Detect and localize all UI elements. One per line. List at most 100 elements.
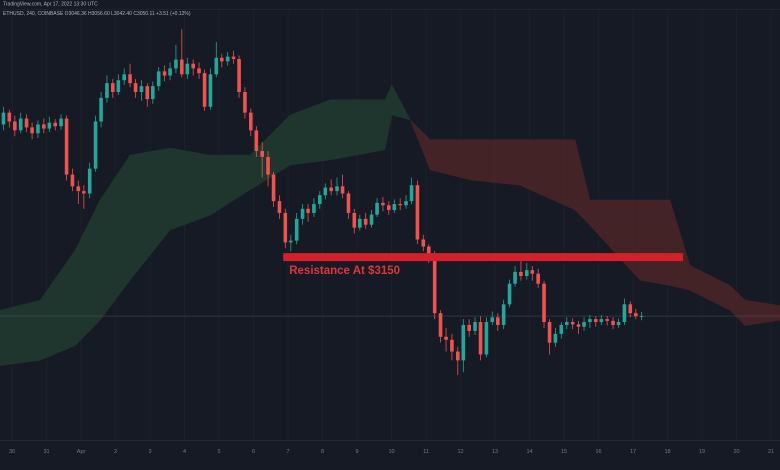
candle-body bbox=[386, 205, 391, 210]
x-tick-label: 11 bbox=[423, 449, 429, 455]
candle-body bbox=[427, 246, 431, 255]
candle-body bbox=[507, 283, 512, 305]
candle-body bbox=[565, 322, 569, 325]
candle-body bbox=[93, 121, 98, 169]
candle-body bbox=[358, 218, 362, 228]
candle-body bbox=[266, 156, 270, 175]
candle-body bbox=[122, 74, 126, 81]
candle-body bbox=[530, 270, 535, 274]
candle-body bbox=[524, 270, 529, 277]
x-tick-label: 14 bbox=[526, 449, 532, 455]
candle-body bbox=[174, 59, 178, 69]
candle-body bbox=[82, 191, 86, 194]
candle-body bbox=[438, 313, 443, 337]
candle-body bbox=[70, 174, 75, 187]
candle-body bbox=[105, 83, 109, 98]
candle-body bbox=[237, 58, 241, 93]
x-tick-label: 19 bbox=[699, 449, 705, 455]
candle-body bbox=[611, 320, 615, 325]
candle-body bbox=[570, 322, 575, 325]
candle-body bbox=[415, 185, 420, 240]
legend: ETHUSD, 240, COINBASE O3046.36 H3056.60 … bbox=[3, 11, 191, 17]
candle-body bbox=[404, 201, 408, 206]
candle-body bbox=[231, 56, 236, 59]
candle-body bbox=[582, 322, 586, 327]
candle-body bbox=[59, 118, 63, 127]
candle-body bbox=[455, 351, 460, 361]
candle-body bbox=[243, 92, 247, 113]
candle-body bbox=[553, 333, 558, 343]
candle-body bbox=[202, 73, 207, 107]
cloud-segment bbox=[639, 199, 671, 286]
x-tick-label: Apr bbox=[77, 449, 86, 455]
candle-body bbox=[547, 322, 552, 343]
candle-body bbox=[18, 118, 23, 131]
candle-body bbox=[139, 86, 144, 93]
candle-body bbox=[168, 68, 172, 76]
x-tick-label: 10 bbox=[388, 449, 394, 455]
candle-body bbox=[421, 239, 426, 247]
candle-body bbox=[369, 214, 374, 225]
x-tick-label: 31 bbox=[44, 449, 50, 455]
cloud-layer bbox=[0, 84, 780, 366]
candle-body bbox=[254, 130, 259, 151]
x-tick-label: 30 bbox=[9, 449, 15, 455]
x-tick-label: 18 bbox=[664, 449, 670, 455]
x-tick-label: 3 bbox=[149, 449, 152, 455]
grid-layer bbox=[11, 10, 772, 440]
x-tick-label: 5 bbox=[218, 449, 221, 455]
candle-body bbox=[185, 63, 190, 75]
candle-body bbox=[180, 59, 184, 75]
cloud-segment bbox=[169, 147, 211, 231]
candle-body bbox=[312, 204, 316, 213]
candle-body bbox=[490, 317, 495, 323]
candle-body bbox=[478, 322, 483, 355]
candle-body bbox=[519, 271, 523, 277]
cloud-segment bbox=[469, 139, 521, 186]
candle-body bbox=[444, 336, 448, 340]
candle-body bbox=[277, 201, 282, 213]
candle-body bbox=[64, 118, 69, 175]
x-tick-label: 2 bbox=[114, 449, 117, 455]
candle-body bbox=[53, 122, 57, 127]
candle-body bbox=[352, 212, 357, 228]
candle-body bbox=[24, 118, 29, 128]
candle-body bbox=[450, 339, 454, 352]
candle-body bbox=[616, 322, 621, 325]
candle-body bbox=[639, 316, 644, 317]
candle-body bbox=[317, 195, 322, 205]
candle-body bbox=[542, 283, 546, 323]
candle-body bbox=[381, 202, 385, 206]
x-tick-label: 13 bbox=[492, 449, 498, 455]
mark-layer bbox=[0, 29, 780, 376]
candle-body bbox=[484, 322, 489, 355]
candle-body bbox=[111, 83, 115, 93]
x-tick-label: 20 bbox=[733, 449, 739, 455]
candle-body bbox=[409, 185, 414, 202]
candle-body bbox=[559, 324, 564, 334]
candle-body bbox=[13, 121, 17, 131]
candle-body bbox=[294, 218, 299, 241]
candle-body bbox=[99, 97, 103, 122]
x-tick-label: 4 bbox=[183, 449, 186, 455]
x-tick-label: 15 bbox=[561, 449, 567, 455]
candle-body bbox=[501, 304, 506, 325]
candle-body bbox=[128, 74, 132, 84]
candle-body bbox=[116, 80, 121, 93]
candle-body bbox=[36, 124, 40, 134]
candle-body bbox=[191, 63, 195, 69]
candle-body bbox=[306, 208, 310, 213]
x-tick-label: 16 bbox=[595, 449, 601, 455]
candle-body bbox=[392, 204, 397, 210]
candle-body bbox=[513, 271, 517, 284]
candle-body bbox=[432, 254, 437, 314]
candle-body bbox=[220, 57, 224, 62]
cloud-segment bbox=[0, 299, 41, 366]
candle-body bbox=[225, 56, 230, 62]
candle-body bbox=[628, 304, 633, 314]
candle-body bbox=[87, 168, 92, 194]
candle-body bbox=[622, 304, 627, 323]
candle-body bbox=[461, 324, 466, 361]
x-tick-label: 17 bbox=[630, 449, 636, 455]
